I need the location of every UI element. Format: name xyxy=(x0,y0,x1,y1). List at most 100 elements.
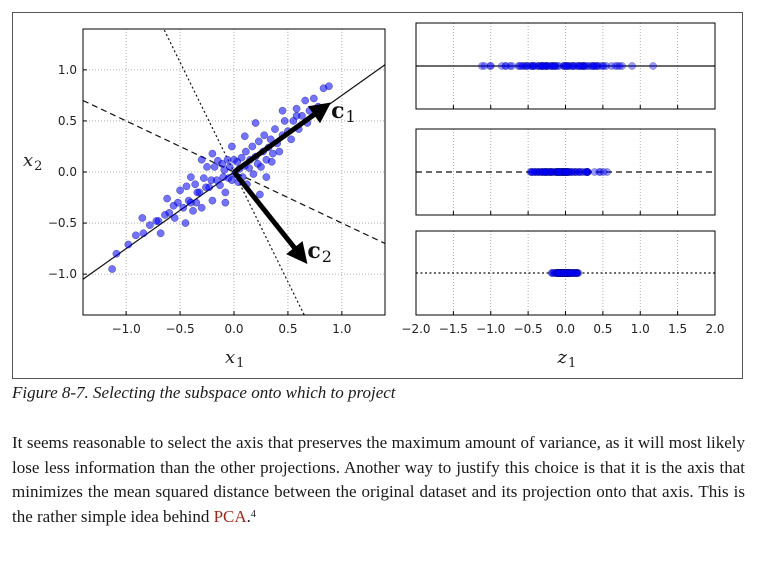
data-point xyxy=(248,142,257,151)
data-point xyxy=(268,149,277,158)
data-point xyxy=(240,132,249,141)
right-xtick-label: −0.5 xyxy=(514,322,543,336)
data-point xyxy=(154,217,163,225)
data-point xyxy=(174,198,182,207)
projected-point xyxy=(554,269,563,277)
left-xtick-label: −0.5 xyxy=(166,322,195,336)
projected-point xyxy=(523,62,531,70)
projected-point xyxy=(518,62,527,70)
right-chart: −2.0 −1.5 −1.0 −0.5 0.0 0.5 1.0 1.5 2.0 xyxy=(401,22,725,336)
data-point xyxy=(280,117,289,125)
projected-point xyxy=(561,168,569,176)
projected-point xyxy=(567,168,576,176)
left-xtick-label: −1.0 xyxy=(112,322,141,336)
projected-point xyxy=(556,269,564,277)
data-point xyxy=(108,265,116,273)
data-point xyxy=(251,119,260,127)
data-point xyxy=(176,186,184,195)
projected-point xyxy=(529,62,538,70)
projected-point xyxy=(569,62,578,70)
data-point xyxy=(197,203,206,212)
data-point xyxy=(191,180,200,189)
data-point xyxy=(237,153,246,162)
right-xtick-label: −1.5 xyxy=(439,322,468,336)
data-point xyxy=(197,155,206,164)
projected-point xyxy=(560,269,568,277)
body-paragraph: It seems reasonable to select the axis t… xyxy=(12,431,745,529)
projected-point xyxy=(506,62,514,70)
left-ytick-label: −0.5 xyxy=(48,216,77,230)
projected-point xyxy=(575,62,584,70)
left-xtick-label: 1.0 xyxy=(332,322,351,336)
projected-point xyxy=(480,62,489,70)
right-xtick-label: 2.0 xyxy=(705,322,724,336)
projected-point xyxy=(590,168,599,176)
data-point xyxy=(187,173,195,181)
data-point xyxy=(179,203,188,212)
figure-caption: Figure 8-7. Selecting the subspace onto … xyxy=(12,383,396,402)
projected-point xyxy=(613,62,622,70)
data-point xyxy=(256,190,264,199)
data-point xyxy=(124,240,133,249)
projected-point xyxy=(618,62,626,70)
data-point xyxy=(189,206,197,215)
data-point xyxy=(260,131,269,140)
projected-point xyxy=(599,62,608,70)
projected-point xyxy=(649,62,657,70)
data-point xyxy=(249,170,258,178)
data-point xyxy=(181,219,190,227)
figure-frame: −1.0 −0.5 0.0 0.5 1.0 1.0 0.5 0.0 −0.5 −1.0 c1 c2 x1… xyxy=(12,12,743,379)
projected-point xyxy=(562,62,570,70)
left-xtick-label: 0.0 xyxy=(224,322,243,336)
projected-point xyxy=(588,62,596,70)
right-panel-frame xyxy=(415,128,716,216)
data-point xyxy=(267,157,276,166)
data-point xyxy=(216,181,224,190)
data-point xyxy=(225,163,234,171)
projected-point xyxy=(551,62,559,70)
left-points xyxy=(108,82,333,273)
data-point xyxy=(301,96,310,105)
projected-point xyxy=(577,168,586,176)
data-point xyxy=(292,111,301,120)
projected-point xyxy=(568,62,577,70)
data-point xyxy=(210,163,219,171)
data-point xyxy=(221,188,230,197)
left-ylabel: x2 xyxy=(23,150,42,174)
data-point xyxy=(165,209,174,217)
right-panel-frame xyxy=(415,230,716,316)
c1-label: c1 xyxy=(331,98,356,126)
data-point xyxy=(242,147,250,156)
data-point xyxy=(257,163,265,171)
projected-point xyxy=(602,62,610,70)
projected-point xyxy=(542,62,551,70)
data-point xyxy=(245,164,253,172)
left-ytick-label: 0.0 xyxy=(58,165,77,179)
projected-point xyxy=(628,62,636,70)
data-point xyxy=(221,198,230,207)
left-chart: −1.0 −0.5 0.0 0.5 1.0 1.0 0.5 0.0 −0.5 −1.0 xyxy=(48,28,386,336)
projected-point xyxy=(611,62,620,70)
projected-point xyxy=(538,62,546,70)
data-point xyxy=(309,94,318,103)
paragraph-text: It seems reasonable to select the axis t… xyxy=(12,433,745,526)
projected-point xyxy=(575,168,584,176)
data-point xyxy=(254,137,263,146)
c2-label: c2 xyxy=(307,238,332,266)
right-xlabel: z1 xyxy=(557,347,577,371)
projected-point xyxy=(554,168,562,176)
data-point xyxy=(205,183,214,192)
left-xlabel: x1 xyxy=(225,347,244,371)
data-point xyxy=(199,174,208,182)
projection-panel-3 xyxy=(415,230,716,316)
projected-point xyxy=(548,62,556,70)
pca-link[interactable]: PCA xyxy=(213,506,247,526)
projection-panel-1 xyxy=(415,22,716,110)
data-point xyxy=(208,149,217,158)
axis-line-dashed xyxy=(83,99,385,245)
footnote-marker[interactable]: 4 xyxy=(250,508,256,520)
data-point xyxy=(156,229,165,238)
projected-point xyxy=(515,62,524,70)
projected-point xyxy=(615,62,624,70)
data-point xyxy=(203,163,211,171)
